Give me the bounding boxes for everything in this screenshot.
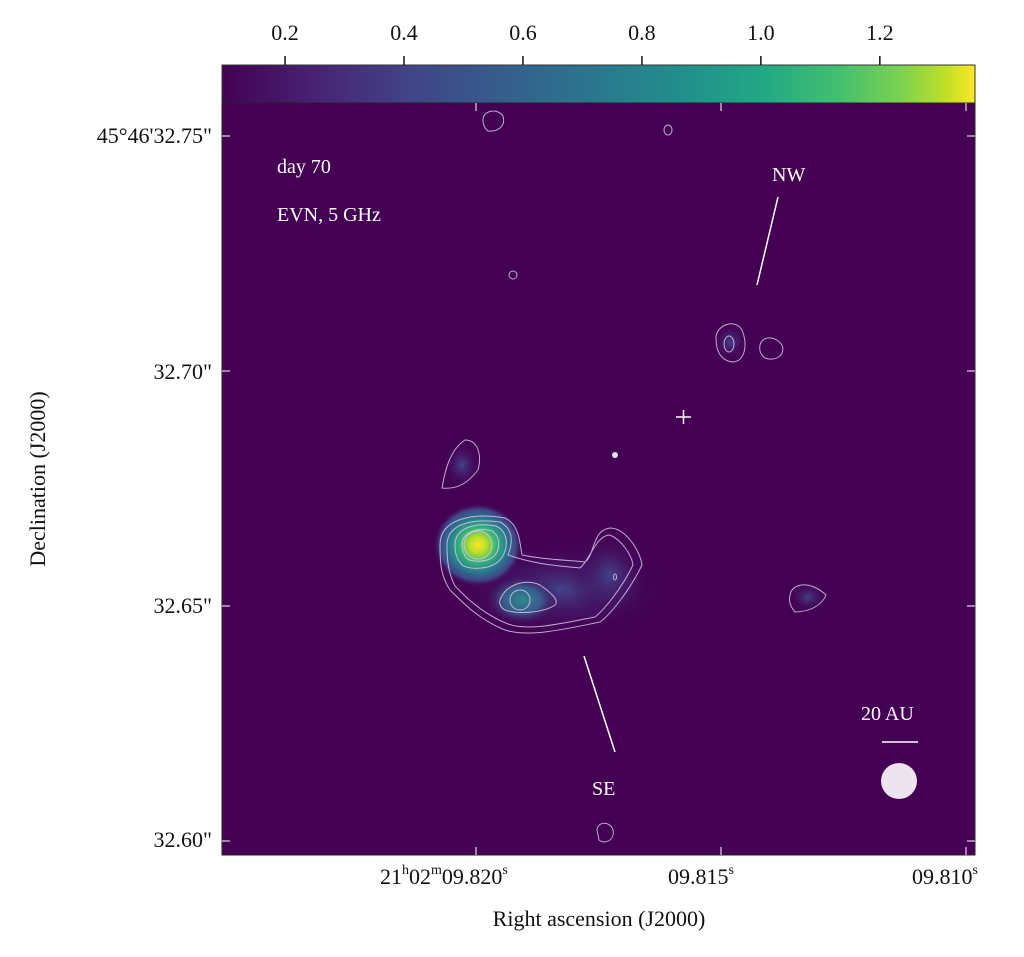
contours xyxy=(439,110,827,843)
emission-secondary-peak xyxy=(484,574,560,626)
nw-label: NW xyxy=(772,164,805,186)
se-direction-line xyxy=(583,655,616,753)
colorbar-tick-label: 0.6 xyxy=(509,20,537,45)
y-tick-label: 45°46'32.75" xyxy=(97,123,212,148)
colorbar-tick-label: 0.8 xyxy=(628,20,656,45)
colorbar-tick-label: 1.0 xyxy=(747,20,775,45)
emission-blob xyxy=(788,581,828,613)
emission-east-lobe xyxy=(570,530,650,620)
nw-direction-line xyxy=(756,196,779,286)
y-tick-label: 32.60" xyxy=(154,827,212,852)
epoch-label: day 70 xyxy=(277,156,331,178)
x-tick-label: 09.815s xyxy=(668,863,734,889)
colorbar-tick-label: 0.2 xyxy=(271,20,299,45)
se-label: SE xyxy=(592,778,615,800)
colorbar-tick-label: 0.4 xyxy=(390,20,418,45)
colorbar xyxy=(221,64,976,104)
y-axis-label: Declination (J2000) xyxy=(25,391,50,566)
x-tick-label: 21h02m09.820s xyxy=(380,863,508,889)
emission-blob xyxy=(442,440,482,490)
position-marker-cross-icon xyxy=(676,410,691,424)
x-axis-label: Right ascension (J2000) xyxy=(493,906,706,931)
instrument-label: EVN, 5 GHz xyxy=(277,204,381,226)
emission-main-peak xyxy=(433,503,523,587)
colorbar-tick-label: 1.2 xyxy=(866,20,894,45)
emission-blob xyxy=(712,322,748,362)
image-plane: day 70 EVN, 5 GHz NW SE 20 AU xyxy=(222,103,975,855)
beam-ellipse xyxy=(881,763,917,799)
scale-label: 20 AU xyxy=(861,703,914,725)
position-marker-dot xyxy=(612,452,618,458)
y-tick-label: 32.65" xyxy=(154,593,212,618)
x-tick-label: 09.810s xyxy=(912,863,978,889)
y-tick-label: 32.70" xyxy=(154,359,212,384)
